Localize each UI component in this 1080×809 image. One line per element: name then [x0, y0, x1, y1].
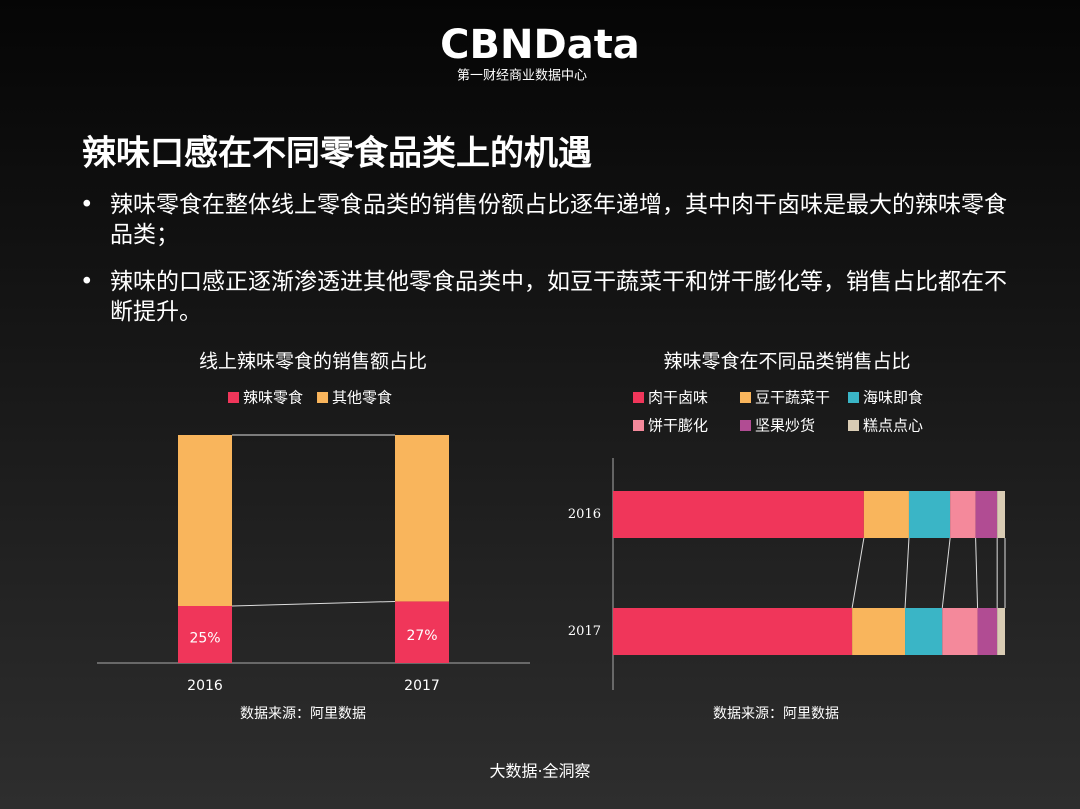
legend-label: 糕点点心 [863, 417, 923, 435]
slide-title: 辣味口感在不同零食品类上的机遇 [82, 134, 592, 174]
bar-segment [977, 608, 998, 655]
connector [941, 537, 951, 609]
logo: CBNData [440, 22, 640, 68]
connector [975, 537, 979, 609]
bar-segment [997, 491, 1005, 538]
bar-segment [852, 608, 906, 655]
legend-swatch [740, 392, 751, 403]
y-tick-label: 2017 [568, 624, 601, 639]
bar-segment [395, 435, 449, 602]
bullet: 辣味的口感正逐渐渗透进其他零食品类中，如豆干蔬菜干和饼干膨化等，销售占比都在不断… [110, 269, 1007, 325]
legend-swatch [848, 420, 859, 431]
value-label: 25% [189, 631, 220, 647]
legend-swatch [633, 392, 644, 403]
legend-swatch [848, 392, 859, 403]
bar-segment [942, 608, 978, 655]
legend-swatch [317, 392, 329, 403]
source: 数据来源：阿里数据 [713, 706, 839, 722]
legend-label: 饼干膨化 [648, 417, 708, 435]
bar-segment [613, 491, 864, 538]
connector [851, 537, 865, 609]
bar-segment [997, 608, 1005, 655]
legend-swatch [740, 420, 751, 431]
x-tick-label: 2016 [187, 678, 223, 694]
x-tick-label: 2017 [404, 678, 440, 694]
bullet-dot: • [80, 192, 94, 218]
footer: 大数据·全洞察 [489, 762, 590, 781]
connector [904, 537, 910, 609]
bar-segment [908, 491, 951, 538]
bar-segment [178, 435, 232, 606]
bar-segment [863, 491, 909, 538]
value-label: 27% [406, 628, 437, 644]
bar-segment [905, 608, 943, 655]
source: 数据来源：阿里数据 [240, 706, 366, 722]
chart-title: 线上辣味零食的销售额占比 [199, 351, 427, 373]
legend-label: 辣味零食 [243, 389, 303, 407]
legend-label: 海味即食 [863, 389, 923, 407]
bar-segment [613, 608, 853, 655]
bar-segment [395, 601, 449, 663]
legend-label: 坚果炒货 [755, 417, 815, 435]
legend-swatch [633, 420, 644, 431]
legend-label: 肉干卤味 [648, 389, 708, 407]
bar-segment [178, 606, 232, 663]
legend-swatch [228, 392, 239, 403]
bullet: 辣味零食在整体线上零食品类的销售份额占比逐年递增，其中肉干卤味是最大的辣味零食品… [110, 192, 1007, 248]
connector [231, 600, 396, 607]
bullet-dot: • [80, 269, 94, 295]
bar-segment [975, 491, 998, 538]
logo-subtitle: 第一财经商业数据中心 [457, 69, 587, 84]
legend-label: 豆干蔬菜干 [755, 389, 830, 407]
chart-title: 辣味零食在不同品类销售占比 [663, 351, 910, 373]
y-tick-label: 2016 [568, 507, 601, 522]
legend-label: 其他零食 [332, 389, 392, 407]
bar-segment [950, 491, 976, 538]
